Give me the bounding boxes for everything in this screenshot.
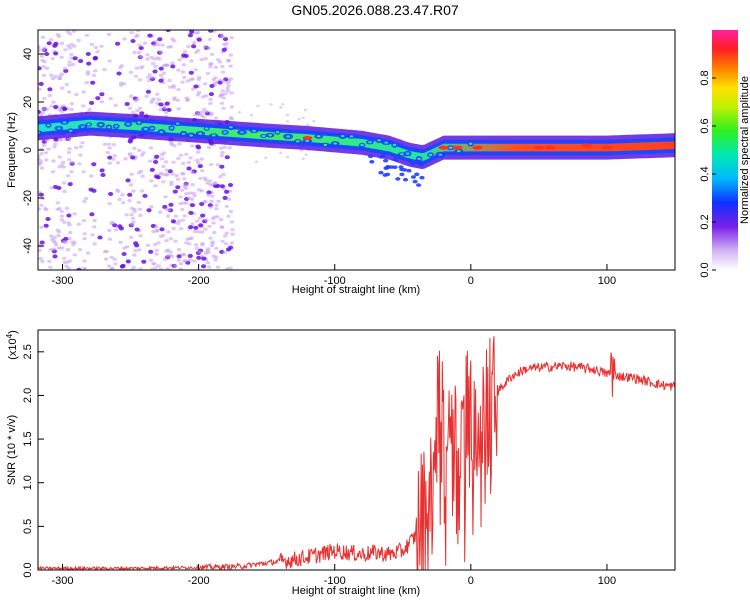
snr-ticks: -300 -200 -100 0 100 0.0 0.5 1.0 1.5 2.0 2.5: [22, 344, 616, 587]
ridge-blobs: [38, 119, 612, 187]
snr-xtick-label: 0: [468, 575, 474, 587]
spectrogram-ytick-label: 20: [22, 96, 34, 108]
snr-ytick-label: 2.0: [22, 388, 34, 403]
spectrogram-xtick-label: 0: [468, 275, 474, 287]
snr-xtick-label: 100: [598, 575, 616, 587]
spectrogram-ytick-label: 0: [22, 147, 34, 153]
snr-xlabel: Height of straight line (km): [292, 585, 420, 597]
colorbar-label: Normalized spectral amplitude: [739, 76, 750, 224]
snr-ytick-label: 0.5: [22, 519, 34, 534]
spectrogram-noise: [38, 30, 316, 270]
snr-xtick-label: -200: [188, 575, 210, 587]
snr-ytick-label: 0.0: [22, 562, 34, 577]
colorbar-ticks: 0.0 0.2 0.4 0.6 0.8: [699, 70, 716, 278]
snr-series-line: [38, 336, 675, 570]
spectrogram-xlabel: Height of straight line (km): [292, 284, 420, 296]
spectrogram-ytick-label: -40: [22, 238, 34, 254]
ridge-core: [38, 119, 675, 161]
snr-ytick-label: 2.5: [22, 344, 34, 359]
snr-frame: [37, 329, 676, 571]
snr-ytick-label: 1.5: [22, 431, 34, 446]
spectrogram-xtick-label: -300: [51, 275, 73, 287]
spectrogram-xtick-label: 100: [598, 275, 616, 287]
snr-xtick-label: -100: [324, 575, 346, 587]
colorbar-tick-label: 0.8: [699, 70, 711, 85]
colorbar-tick-label: 0.0: [699, 262, 711, 277]
snr-xtick-label: -300: [51, 575, 73, 587]
spectrogram-content: [38, 30, 675, 270]
spectrogram-xtick-label: -100: [324, 275, 346, 287]
spectrogram-ylabel: Frequency (Hz): [6, 112, 18, 188]
snr-ylabel: SNR (10 * v/v): [6, 415, 18, 485]
colorbar-tick-label: 0.2: [699, 214, 711, 229]
snr-content: [38, 336, 675, 570]
spectrogram-xtick-label: -200: [188, 275, 210, 287]
spectrogram-ytick-label: 40: [22, 48, 34, 60]
figure-title: GN05.2026.088.23.47.R07: [291, 2, 459, 18]
snr-ytick-label: 1.0: [22, 475, 34, 490]
colorbar: 0.0 0.2 0.4 0.6 0.8 Normalized spectral ampl…: [699, 30, 750, 278]
snr-panel: -300 -200 -100 0 100 0.0 0.5 1.0 1.5 2.0 2.5 Heigh…: [5, 329, 676, 597]
colorbar-tick-label: 0.6: [699, 118, 711, 133]
snr-multiplier: (x104): [5, 330, 19, 360]
colorbar-gradient: [712, 30, 738, 270]
spectrogram-ytick-label: -20: [22, 190, 34, 206]
colorbar-tick-label: 0.4: [699, 166, 711, 181]
